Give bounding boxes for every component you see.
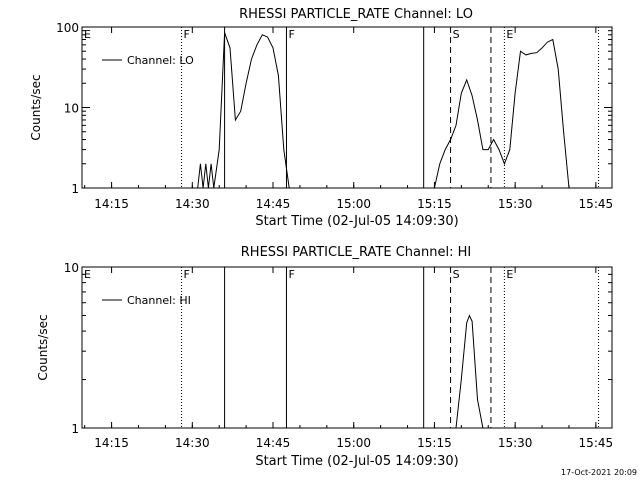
event-marker-label: E xyxy=(84,268,91,281)
event-marker-label: E xyxy=(506,268,513,281)
x-tick-label: 15:00 xyxy=(336,436,371,450)
y-axis-label: Counts/sec xyxy=(29,74,43,140)
y-tick-label: 10 xyxy=(64,261,79,275)
x-tick-label: 14:15 xyxy=(94,197,129,211)
chart-panel-1: RHESSI PARTICLE_RATE Channel: LO 14:15 14:… xyxy=(29,7,613,229)
x-axis-label: Start Time (02-Jul-05 14:09:30) xyxy=(255,454,458,469)
legend-label: Channel: LO xyxy=(127,54,194,67)
x-tick-label: 14:45 xyxy=(256,197,291,211)
x-tick-label: 14:15 xyxy=(94,436,129,450)
event-marker-label: F xyxy=(288,28,294,41)
event-marker-label: S xyxy=(453,28,460,41)
x-tick-label: 15:00 xyxy=(336,197,371,211)
event-marker-label: E xyxy=(506,28,513,41)
x-tick-label: 15:30 xyxy=(498,436,533,450)
event-marker-label: F xyxy=(288,268,294,281)
data-series-line xyxy=(455,314,484,429)
plot-frame xyxy=(81,266,613,429)
y-tick-label: 1 xyxy=(71,422,79,436)
x-tick-label: 15:15 xyxy=(417,436,452,450)
x-tick-label: 14:45 xyxy=(256,436,291,450)
y-tick-label: 1 xyxy=(71,182,79,196)
x-tick-label: 15:15 xyxy=(417,197,452,211)
chart-title: RHESSI PARTICLE_RATE Channel: LO xyxy=(239,7,473,22)
event-marker-label: E xyxy=(84,28,91,41)
x-tick-label: 14:30 xyxy=(175,197,210,211)
chart-title: RHESSI PARTICLE_RATE Channel: HI xyxy=(241,245,471,260)
event-marker-label: F xyxy=(184,268,190,281)
y-tick-label: 100 xyxy=(56,21,79,35)
legend-label: Channel: HI xyxy=(127,294,191,307)
y-tick-label: 10 xyxy=(64,102,79,116)
event-marker-label: S xyxy=(453,268,460,281)
x-tick-label: 15:45 xyxy=(579,197,614,211)
x-tick-label: 15:45 xyxy=(579,436,614,450)
y-axis-label: Counts/sec xyxy=(36,314,50,380)
event-marker-label: F xyxy=(184,28,190,41)
data-series-line xyxy=(197,32,570,189)
chart-panel-2: RHESSI PARTICLE_RATE Channel: HI 14:15 14:… xyxy=(36,245,613,469)
date-stamp: 17-Oct-2021 20:09 xyxy=(561,468,637,477)
x-tick-label: 15:30 xyxy=(498,197,533,211)
plot-frame xyxy=(81,26,613,189)
x-axis-label: Start Time (02-Jul-05 14:09:30) xyxy=(255,214,458,229)
x-tick-label: 14:30 xyxy=(175,436,210,450)
